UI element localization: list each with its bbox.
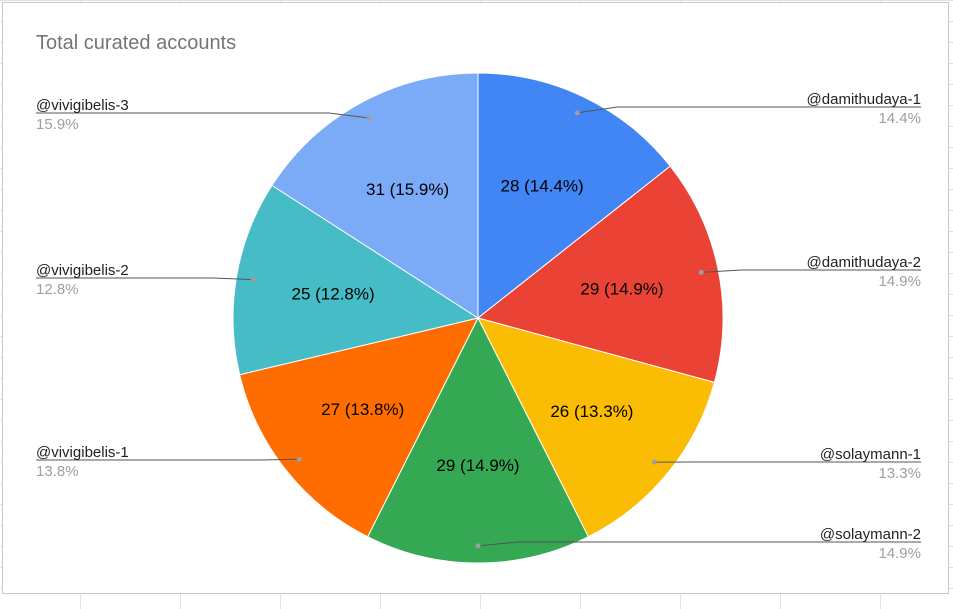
callout-line xyxy=(701,269,921,273)
callout-dot xyxy=(250,277,256,283)
callout-dot xyxy=(296,456,302,462)
callout-line xyxy=(36,458,300,461)
slice-value-label: 29 (14.9%) xyxy=(436,456,519,475)
legend-percent: 13.8% xyxy=(36,463,79,480)
slice-value-label: 28 (14.4%) xyxy=(501,177,584,196)
legend-name: @damithudaya-1 xyxy=(807,91,921,108)
callout-line xyxy=(477,541,921,547)
legend-name: @vivigibelis-2 xyxy=(36,262,129,279)
legend-name: @damithudaya-2 xyxy=(807,254,921,271)
legend-percent: 14.9% xyxy=(878,273,921,290)
pie-chart: 28 (14.4%) @damithudaya-1 14.4% 29 (14.9%) @… xyxy=(36,72,921,564)
callout-dot xyxy=(475,543,481,549)
legend-name: @solaymann-2 xyxy=(820,526,921,543)
slice-value-label: 29 (14.9%) xyxy=(580,280,663,299)
slice-value-label: 31 (15.9%) xyxy=(366,180,449,199)
pie-slice-damithudaya-2[interactable] xyxy=(476,165,724,383)
callout-dot xyxy=(574,110,580,116)
legend-percent: 15.9% xyxy=(36,116,79,133)
callout-dot xyxy=(366,115,372,121)
chart-title: Total curated accounts xyxy=(36,32,237,54)
pie-slice-damithudaya-1[interactable] xyxy=(477,72,671,320)
callout-dot xyxy=(652,459,657,465)
callout-line xyxy=(577,106,921,114)
slice-value-label: 27 (13.8%) xyxy=(321,400,404,419)
slice-value-label: 25 (12.8%) xyxy=(292,284,375,303)
pie-slice-vivigibelis-3[interactable] xyxy=(271,72,479,319)
pie-slice-vivigibelis-1[interactable] xyxy=(239,317,479,538)
legend-name: @solaymann-1 xyxy=(820,446,921,463)
callout-line xyxy=(36,112,369,119)
callout-line xyxy=(36,277,254,281)
pie-slice-solaymann-2[interactable] xyxy=(366,316,590,564)
pie-slice-vivigibelis-2[interactable] xyxy=(232,184,480,376)
pie-slice-solaymann-1[interactable] xyxy=(477,317,716,538)
legend-name: @vivigibelis-1 xyxy=(36,444,129,461)
legend-name: @vivigibelis-3 xyxy=(36,97,129,114)
slice-value-label: 26 (13.3%) xyxy=(550,402,633,421)
legend-percent: 12.8% xyxy=(36,281,79,298)
legend-percent: 14.4% xyxy=(878,110,921,127)
callout-dot xyxy=(698,269,704,275)
legend-percent: 14.9% xyxy=(878,545,921,562)
chart-card[interactable]: Total curated accounts 28 (14.4%) @damith… xyxy=(2,2,949,594)
legend-percent: 13.3% xyxy=(878,465,921,482)
